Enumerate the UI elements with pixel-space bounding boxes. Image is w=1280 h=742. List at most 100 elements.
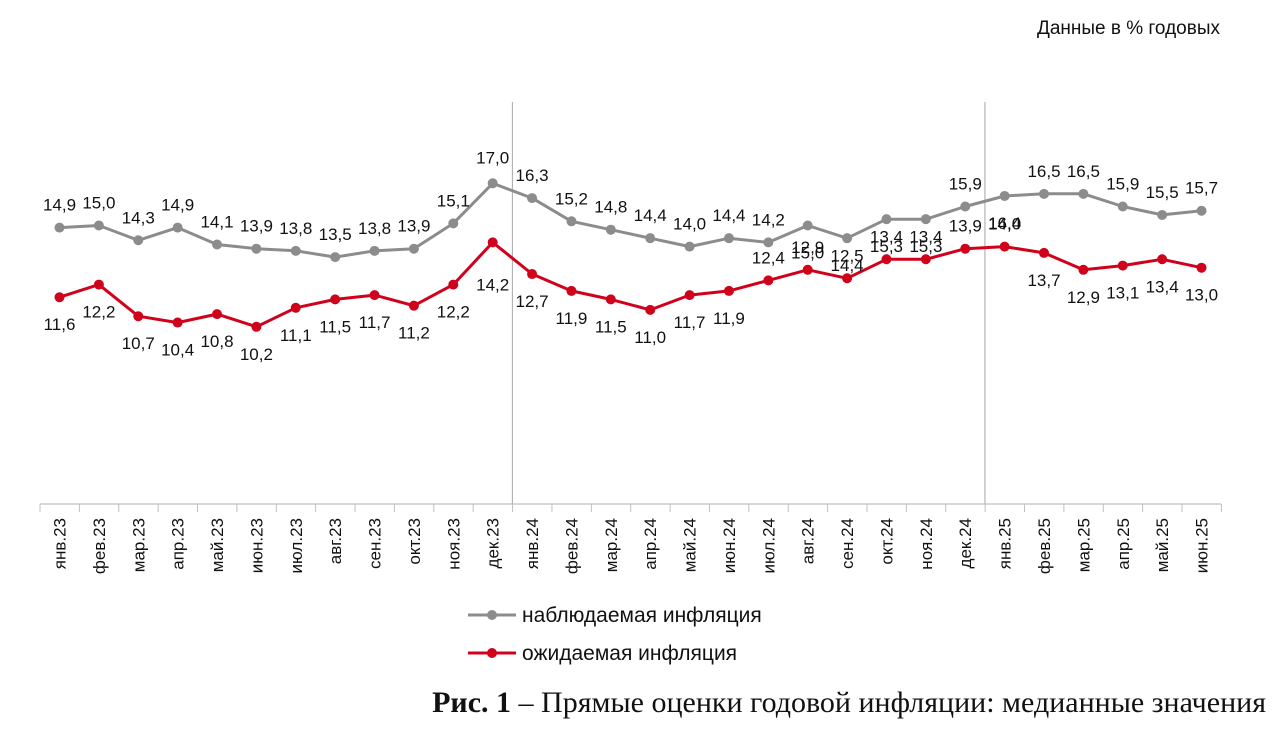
x-tick-label: июл.23 [287,518,306,573]
expected-data-label: 12,2 [437,303,470,322]
x-tick-label: май.25 [1153,518,1172,572]
expected-point [881,254,892,265]
observed-point [684,241,695,252]
observed-data-label: 16,5 [1027,162,1060,181]
legend-expected-label: ожидаемая инфляция [522,642,737,665]
expected-point [290,302,301,313]
expected-point [566,285,577,296]
observed-data-label: 13,8 [358,219,391,238]
expected-data-label: 11,0 [634,328,666,347]
expected-point [487,237,498,248]
expected-point [93,279,104,290]
expected-point [1078,264,1089,275]
expected-point [684,290,695,301]
x-tick-label: ноя.24 [917,518,936,570]
observed-point [1196,205,1207,216]
expected-data-label: 13,7 [1027,271,1060,290]
observed-point [999,190,1010,201]
observed-point [330,252,341,263]
expected-data-label: 11,7 [674,313,706,332]
expected-data-label: 11,1 [280,326,312,345]
observed-data-label: 15,2 [555,189,588,208]
expected-data-label: 12,5 [831,246,864,265]
x-tick-label: фев.23 [90,518,109,574]
observed-point [881,214,892,225]
expected-data-label: 13,4 [909,227,942,246]
x-tick-label: фев.25 [1035,518,1054,574]
expected-point [1157,254,1168,265]
figure-caption: Рис. 1 – Прямые оценки годовой инфляции:… [432,686,1266,720]
expected-point [251,321,262,332]
x-tick-label: мар.25 [1074,518,1093,572]
expected-point [408,300,419,311]
x-axis: янв.23 фев.23 мар.23 апр.23 май.23 июн.23 июл.… [39,503,1222,574]
expected-data-label: 10,8 [200,332,233,351]
observed-data-label: 15,3 [909,237,942,256]
observed-data-label: 14,4 [634,206,667,225]
expected-data-label: 12,9 [791,238,824,257]
x-tick-label: ноя.23 [444,518,463,570]
legend-expected-marker [487,648,497,658]
observed-point [54,222,65,233]
observed-data-label: 17,0 [476,148,509,167]
expected-point [1196,262,1207,273]
observed-data-label: 14,2 [752,210,785,229]
x-tick-label: янв.23 [51,518,70,569]
expected-data-label: 14,0 [988,215,1021,234]
x-tick-label: мар.23 [129,518,148,572]
x-tick-label: окт.23 [405,518,424,565]
expected-data-label: 12,2 [82,303,115,322]
observed-data-label: 14,8 [594,198,627,217]
x-tick-label: авг.24 [799,518,818,564]
observed-point [920,214,931,225]
expected-data-label: 13,1 [1106,284,1139,303]
x-tick-label: окт.24 [877,518,896,565]
observed-data-label: 14,9 [161,196,194,215]
observed-data-label: 15,3 [870,237,903,256]
expected-point [842,273,853,284]
x-tick-label: июн.25 [1193,518,1212,573]
legend: наблюдаемая инфляция ожидаемая инфляция [468,604,762,665]
observed-data-label: 16,3 [516,166,549,185]
legend-observed-label: наблюдаемая инфляция [522,604,762,627]
observed-point [842,233,853,244]
expected-point [369,290,380,301]
x-tick-label: июл.24 [759,518,778,573]
observed-point [408,243,419,254]
observed-data-label: 14,3 [122,208,155,227]
observed-data-label: 16,4 [988,214,1021,233]
expected-data-label: 11,9 [713,309,745,328]
observed-data-label: 15,0 [82,194,115,213]
x-tick-label: дек.23 [484,518,503,568]
x-tick-label: сен.24 [838,518,857,569]
x-tick-label: янв.25 [996,518,1015,569]
year-separators [511,102,986,504]
expected-data-label: 11,9 [556,309,588,328]
observed-point [369,245,380,256]
expected-data-label: 11,5 [319,317,351,336]
x-tick-label: апр.25 [1114,518,1133,570]
observed-data-label: 14,0 [673,215,706,234]
observed-data-label: 14,4 [831,256,864,275]
expected-point [960,243,971,254]
data-labels: 14,9 15,0 14,3 14,9 14,1 13,9 13,8 13,5 13,8 13,9… [43,148,1218,363]
x-tick-label: июн.23 [247,518,266,573]
x-tick-label: май.23 [208,518,227,572]
expected-data-label: 11,5 [595,317,627,336]
x-tick-label: апр.24 [641,518,660,570]
observed-point [566,216,577,227]
expected-point [802,264,813,275]
observed-point [487,178,498,189]
x-tick-label: май.24 [681,518,700,572]
observed-data-label: 13,9 [240,217,273,236]
observed-data-label: 15,0 [791,244,824,263]
observed-data-label: 16,5 [1067,162,1100,181]
expected-data-label: 13,4 [1146,277,1179,296]
observed-point [605,224,616,235]
caption-text: – Прямые оценки годовой инфляции: медиан… [511,686,1266,719]
x-tick-label: авг.23 [326,518,345,564]
observed-data-label: 15,5 [1146,183,1179,202]
observed-point [251,243,262,254]
observed-data-label: 14,4 [712,206,745,225]
x-tick-label: фев.24 [562,518,581,574]
